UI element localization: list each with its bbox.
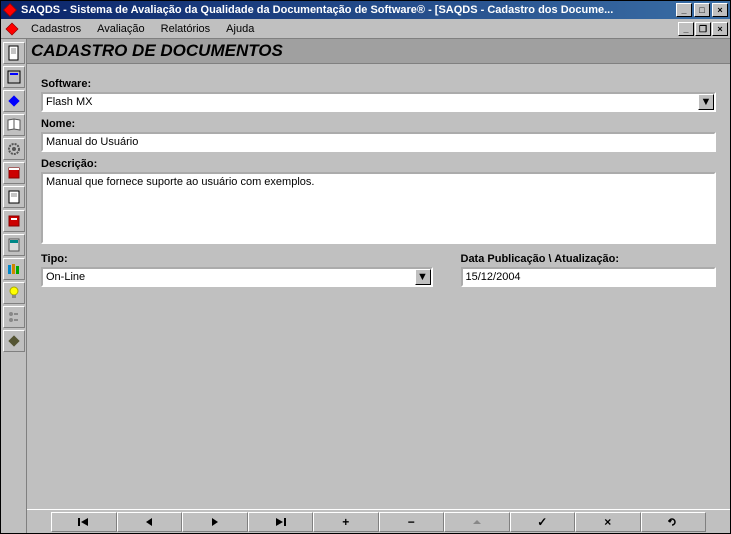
window-title: SAQDS - Sistema de Avaliação da Qualidad…	[21, 4, 676, 16]
tool-doc-icon[interactable]	[3, 42, 25, 64]
nav-prev-button[interactable]	[117, 512, 183, 532]
tool-diamond-blue-icon[interactable]	[3, 90, 25, 112]
content-panel: CADASTRO DE DOCUMENTOS Software: ▼ Nome:…	[27, 39, 730, 533]
nav-delete-button[interactable]: −	[379, 512, 445, 532]
maximize-button[interactable]: □	[694, 3, 710, 17]
menu-ajuda[interactable]: Ajuda	[218, 21, 262, 37]
mdi-restore-button[interactable]: ❐	[695, 22, 711, 36]
tool-gear-icon[interactable]	[3, 138, 25, 160]
vertical-toolbar	[1, 39, 27, 533]
data-label: Data Publicação \ Atualização:	[461, 253, 717, 265]
nav-next-button[interactable]	[182, 512, 248, 532]
tool-diamond-dark-icon[interactable]	[3, 330, 25, 352]
tool-note-icon[interactable]	[3, 186, 25, 208]
menu-cadastros[interactable]: Cadastros	[23, 21, 89, 37]
close-button[interactable]: ×	[712, 3, 728, 17]
tool-calc-icon[interactable]	[3, 234, 25, 256]
panel-title: CADASTRO DE DOCUMENTOS	[27, 39, 730, 64]
nav-edit-button[interactable]	[444, 512, 510, 532]
nav-last-button[interactable]	[248, 512, 314, 532]
nav-refresh-button[interactable]	[641, 512, 707, 532]
mdi-minimize-button[interactable]: _	[678, 22, 694, 36]
menubar: Cadastros Avaliação Relatórios Ajuda _ ❐…	[1, 19, 730, 39]
software-select[interactable]	[41, 92, 716, 112]
form-body: Software: ▼ Nome: Descrição: Tipo: ▼	[27, 64, 730, 509]
nav-post-button[interactable]: ✓	[510, 512, 576, 532]
app-icon	[3, 3, 17, 17]
minimize-button[interactable]: _	[676, 3, 692, 17]
descricao-textarea[interactable]	[41, 172, 716, 244]
mdi-close-button[interactable]: ×	[712, 22, 728, 36]
mdi-app-icon	[6, 22, 19, 35]
descricao-label: Descrição:	[41, 158, 716, 170]
nome-label: Nome:	[41, 118, 716, 130]
software-label: Software:	[41, 78, 716, 90]
db-navigator: + − ✓ ×	[27, 509, 730, 533]
nome-input[interactable]	[41, 132, 716, 152]
menu-relatorios[interactable]: Relatórios	[153, 21, 219, 37]
tool-select-icon[interactable]	[3, 66, 25, 88]
titlebar: SAQDS - Sistema de Avaliação da Qualidad…	[1, 1, 730, 19]
nav-cancel-button[interactable]: ×	[575, 512, 641, 532]
tool-sort-icon[interactable]	[3, 306, 25, 328]
nav-first-button[interactable]	[51, 512, 117, 532]
tool-book-red-icon[interactable]	[3, 162, 25, 184]
data-input[interactable]	[461, 267, 717, 287]
tool-book1-icon[interactable]	[3, 114, 25, 136]
nav-add-button[interactable]: +	[313, 512, 379, 532]
tool-books-icon[interactable]	[3, 258, 25, 280]
tipo-select[interactable]	[41, 267, 433, 287]
app-window: SAQDS - Sistema de Avaliação da Qualidad…	[0, 0, 731, 534]
tool-bulb-icon[interactable]	[3, 282, 25, 304]
tool-book-red2-icon[interactable]	[3, 210, 25, 232]
main-area: CADASTRO DE DOCUMENTOS Software: ▼ Nome:…	[1, 39, 730, 533]
tipo-label: Tipo:	[41, 253, 433, 265]
menu-avaliacao[interactable]: Avaliação	[89, 21, 153, 37]
